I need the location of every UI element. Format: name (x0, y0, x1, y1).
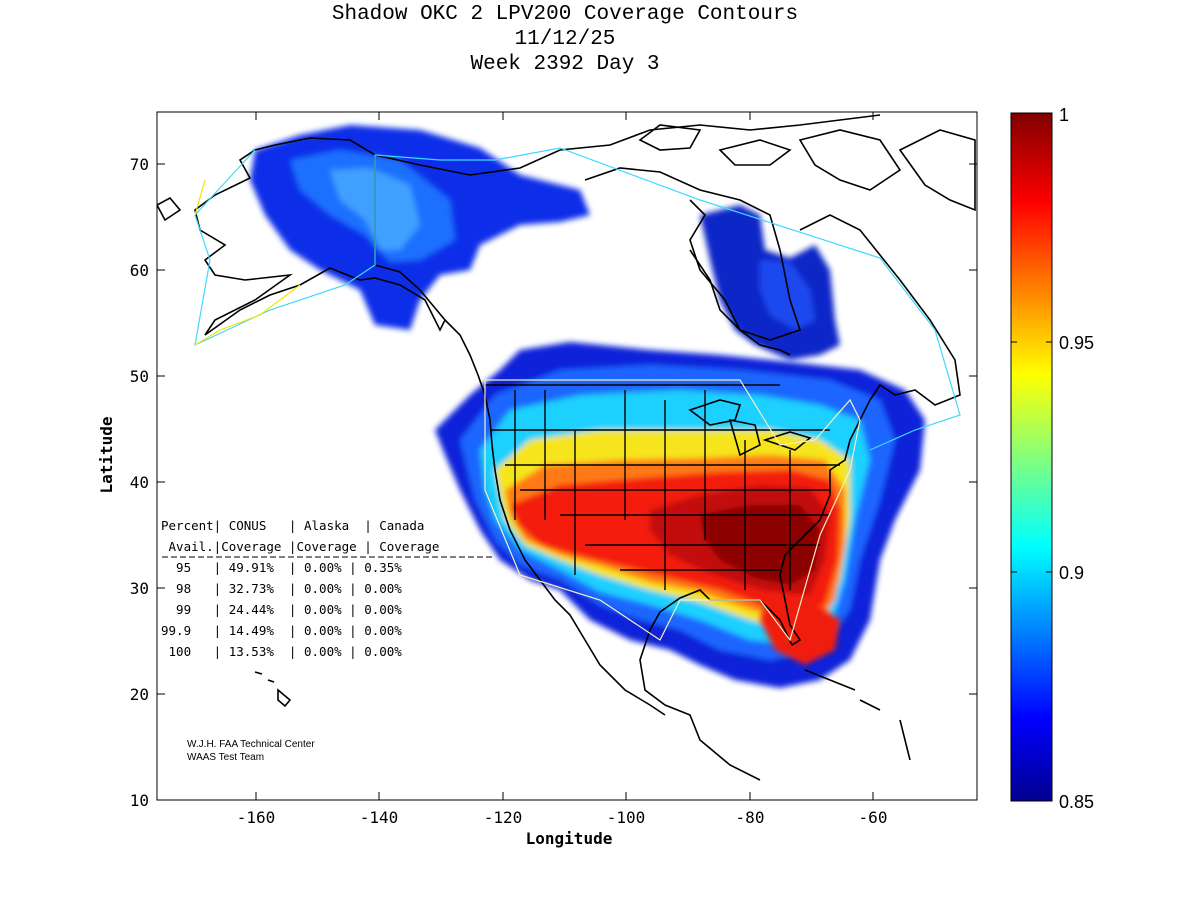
table-row: 98 | 32.73% | 0.00% | 0.00% (161, 581, 402, 596)
x-axis-label: Longitude (526, 829, 613, 848)
state-borders (485, 384, 840, 590)
y-tick-label: 60 (130, 261, 149, 280)
alaska-coverage (250, 125, 590, 330)
colorbar-tick: 0.9 (1059, 563, 1084, 583)
y-axis-label: Latitude (97, 416, 116, 493)
coastlines (157, 114, 976, 781)
chart-date: 11/12/25 (514, 28, 616, 51)
x-tick-label: -160 (237, 808, 276, 827)
colorbar-tick: 1 (1059, 105, 1069, 125)
table-row: 95 | 49.91% | 0.00% | 0.35% (161, 560, 402, 575)
x-tick-label: -80 (736, 808, 765, 827)
chart-title: Shadow OKC 2 LPV200 Coverage Contours (331, 3, 799, 26)
y-tick-label: 10 (130, 791, 149, 810)
colorbar: 1 0.95 0.9 0.85 (1010, 105, 1094, 812)
table-row: 99.9 | 14.49% | 0.00% | 0.00% (161, 623, 402, 638)
y-tick-label: 70 (130, 155, 149, 174)
service-volumes (194, 147, 961, 642)
table-row: 100 | 13.53% | 0.00% | 0.00% (161, 644, 402, 659)
y-tick-label: 40 (130, 473, 149, 492)
colorbar-gradient (1010, 112, 1053, 802)
x-tick-label: -120 (484, 808, 523, 827)
x-tick-label: -140 (360, 808, 399, 827)
southeast-coverage (760, 590, 840, 665)
credit-line: WAAS Test Team (187, 752, 264, 763)
table-header: Avail.|Coverage |Coverage | Coverage (161, 539, 439, 554)
y-tick-label: 30 (130, 579, 149, 598)
credit-line: W.J.H. FAA Technical Center (187, 739, 315, 750)
table-header: Percent| CONUS | Alaska | Canada (161, 518, 424, 533)
colorbar-tick: 0.85 (1059, 792, 1094, 812)
y-axis: 10 20 30 40 50 60 70 Latitude (97, 155, 977, 810)
x-tick-label: -60 (859, 808, 888, 827)
chart-week-day: Week 2392 Day 3 (470, 53, 660, 76)
table-row: 99 | 24.44% | 0.00% | 0.00% (161, 602, 402, 617)
y-tick-label: 50 (130, 367, 149, 386)
x-tick-label: -100 (607, 808, 646, 827)
plot-frame (156, 111, 978, 801)
y-tick-label: 20 (130, 685, 149, 704)
coverage-table: Percent| CONUS | Alaska | Canada Avail.|… (161, 518, 495, 659)
colorbar-tick: 0.95 (1059, 333, 1094, 353)
x-axis: -160 -140 -120 -100 -80 -60 Longitude (237, 112, 888, 848)
